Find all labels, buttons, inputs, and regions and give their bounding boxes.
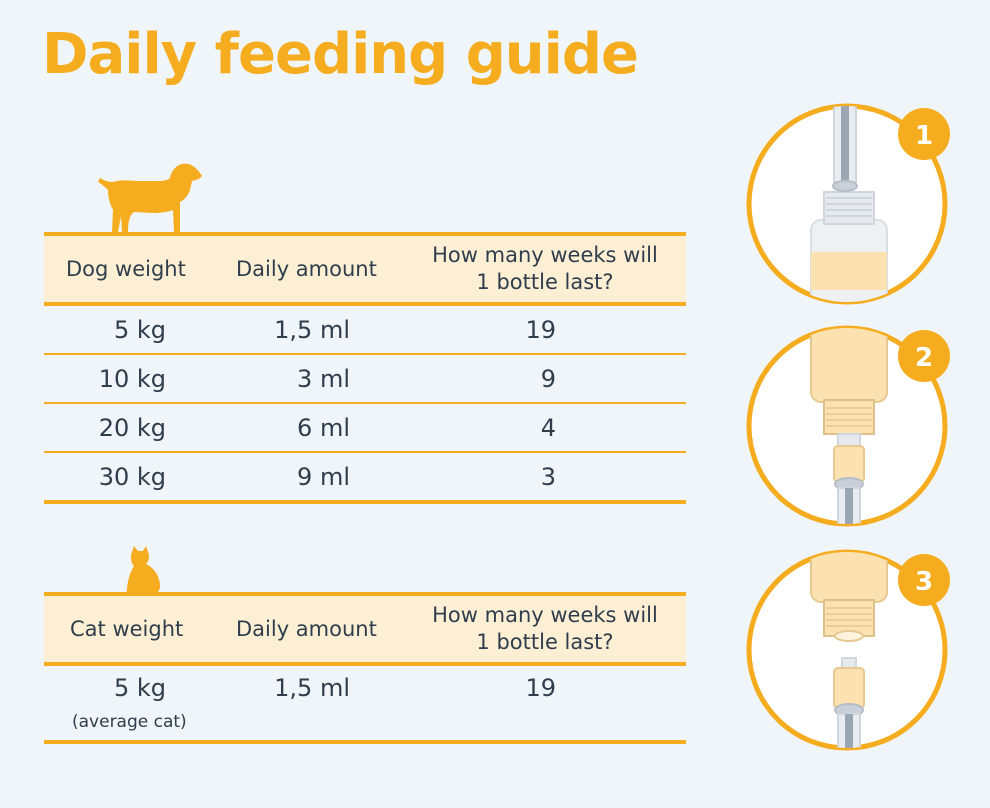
step-3-illustration: 3	[746, 549, 950, 751]
step-1-illustration: 1	[746, 103, 950, 305]
header-cat-weight: Cat weight	[70, 617, 184, 641]
cell-amount: 6 ml	[297, 413, 350, 442]
cell-weeks: 4	[540, 413, 556, 442]
cell-weight: 10 kg	[98, 364, 166, 393]
step-2-illustration: 2	[746, 325, 950, 527]
step-3-number: 3	[915, 567, 933, 597]
cell-amount: 3 ml	[297, 364, 350, 393]
cell-weeks: 3	[540, 462, 556, 491]
dog-feeding-table: Dog weight Daily amount How many weeks w…	[44, 232, 686, 504]
table-row: 10 kg 3 ml 9	[44, 355, 686, 404]
table-row: 5 kg (average cat) 1,5 ml 19	[44, 666, 686, 744]
cell-note: (average cat)	[72, 712, 187, 732]
table-header: Dog weight Daily amount How many weeks w…	[44, 232, 686, 306]
cell-amount: 1,5 ml	[274, 315, 350, 344]
page-title: Daily feeding guide	[42, 22, 639, 87]
cat-icon	[126, 546, 165, 596]
cell-weeks: 9	[540, 364, 556, 393]
cell-weeks: 19	[525, 315, 556, 344]
table-row: 5 kg 1,5 ml 19	[44, 306, 686, 355]
header-weeks: How many weeks will 1 bottle last?	[432, 603, 658, 654]
cell-weeks: 19	[525, 674, 556, 702]
header-daily-amount: Daily amount	[236, 617, 377, 641]
header-daily-amount: Daily amount	[236, 257, 377, 281]
table-row: 20 kg 6 ml 4	[44, 404, 686, 453]
step-2-number: 2	[915, 343, 933, 373]
cat-feeding-table: Cat weight Daily amount How many weeks w…	[44, 592, 686, 744]
cell-weight: 5 kg	[113, 674, 166, 702]
header-dog-weight: Dog weight	[66, 257, 186, 281]
step-1-number: 1	[915, 121, 933, 151]
table-row: 30 kg 9 ml 3	[44, 453, 686, 504]
cell-weight: 20 kg	[98, 413, 166, 442]
cell-amount: 1,5 ml	[274, 674, 350, 702]
dog-icon	[98, 163, 202, 232]
cell-weight: 30 kg	[98, 462, 166, 491]
header-weeks: How many weeks will 1 bottle last?	[432, 243, 658, 294]
table-header: Cat weight Daily amount How many weeks w…	[44, 592, 686, 666]
cell-weight: 5 kg	[113, 315, 166, 344]
cell-amount: 9 ml	[297, 462, 350, 491]
